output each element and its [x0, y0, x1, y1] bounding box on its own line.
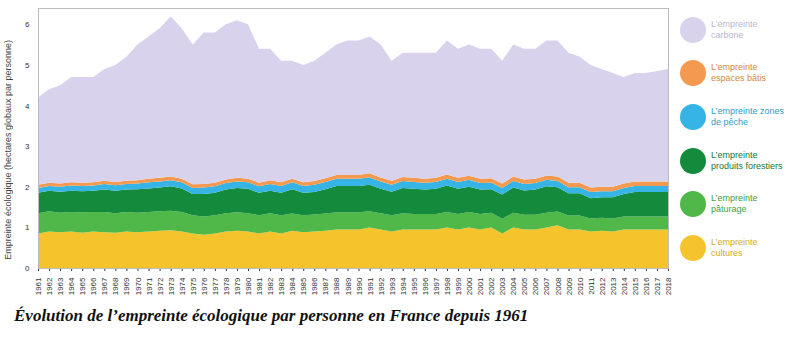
svg-text:2018: 2018: [664, 277, 673, 295]
svg-text:2006: 2006: [531, 277, 540, 295]
svg-text:1993: 1993: [388, 277, 397, 295]
svg-text:1995: 1995: [410, 277, 419, 295]
svg-text:1984: 1984: [288, 277, 297, 295]
svg-text:1965: 1965: [78, 277, 87, 295]
svg-text:0: 0: [25, 264, 30, 273]
svg-text:1989: 1989: [344, 277, 353, 295]
svg-text:1986: 1986: [310, 277, 319, 295]
svg-text:1975: 1975: [189, 277, 198, 295]
svg-text:1994: 1994: [399, 277, 408, 295]
svg-text:2013: 2013: [609, 277, 618, 295]
svg-text:1979: 1979: [233, 277, 242, 295]
svg-text:2003: 2003: [498, 277, 507, 295]
svg-text:6: 6: [25, 20, 30, 29]
svg-text:2005: 2005: [520, 277, 529, 295]
svg-text:2012: 2012: [598, 277, 607, 295]
svg-text:5: 5: [25, 61, 30, 70]
svg-text:2001: 2001: [476, 277, 485, 295]
svg-text:1996: 1996: [421, 277, 430, 295]
svg-text:1988: 1988: [332, 277, 341, 295]
svg-text:1971: 1971: [145, 277, 154, 295]
svg-text:1: 1: [25, 223, 30, 232]
svg-text:1987: 1987: [321, 277, 330, 295]
svg-text:1964: 1964: [67, 277, 76, 295]
svg-text:1982: 1982: [266, 277, 275, 295]
svg-text:1980: 1980: [244, 277, 253, 295]
svg-text:1977: 1977: [211, 277, 220, 295]
svg-text:1969: 1969: [122, 277, 131, 295]
svg-text:1963: 1963: [56, 277, 65, 295]
svg-text:4: 4: [25, 102, 30, 111]
svg-text:1990: 1990: [355, 277, 364, 295]
svg-text:1983: 1983: [277, 277, 286, 295]
svg-text:1991: 1991: [366, 277, 375, 295]
svg-text:1992: 1992: [377, 277, 386, 295]
svg-text:2000: 2000: [465, 277, 474, 295]
html-text:Évolution de l’empreinte écolo: Évolution de l’empreinte écologique par …: [14, 306, 529, 325]
svg-text:2010: 2010: [576, 277, 585, 295]
svg-text:1972: 1972: [156, 277, 165, 295]
svg-text:2014: 2014: [620, 277, 629, 295]
svg-text:1974: 1974: [178, 277, 187, 295]
svg-text:2: 2: [25, 183, 30, 192]
svg-text:2004: 2004: [509, 277, 518, 295]
html-text:L’empreinte espaces bâtis: L’empreinte espaces bâtis: [711, 62, 766, 84]
html-text:L’empreinte cultures: L’empreinte cultures: [711, 237, 758, 259]
svg-text:3: 3: [25, 142, 30, 151]
svg-text:1997: 1997: [432, 277, 441, 295]
svg-text:2015: 2015: [631, 277, 640, 295]
svg-text:2016: 2016: [642, 277, 651, 295]
svg-text:1968: 1968: [111, 277, 120, 295]
svg-text:1985: 1985: [299, 277, 308, 295]
svg-text:2008: 2008: [554, 277, 563, 295]
svg-text:2017: 2017: [653, 277, 662, 295]
svg-text:1962: 1962: [45, 277, 54, 295]
svg-text:1973: 1973: [167, 277, 176, 295]
svg-text:1966: 1966: [89, 277, 98, 295]
html-text:L’empreinte carbone: L’empreinte carbone: [711, 18, 758, 40]
html-text:L’empreinte zones de pêche: L’empreinte zones de pêche: [711, 106, 784, 128]
svg-text:2009: 2009: [565, 277, 574, 295]
svg-text:1999: 1999: [454, 277, 463, 295]
svg-text:1970: 1970: [134, 277, 143, 295]
svg-text:1981: 1981: [255, 277, 264, 295]
svg-text:1976: 1976: [200, 277, 209, 295]
svg-text:2002: 2002: [487, 277, 496, 295]
svg-text:2007: 2007: [542, 277, 551, 295]
svg-text:2011: 2011: [587, 277, 596, 295]
svg-text:1967: 1967: [100, 277, 109, 295]
html-text:Empreinte écologique (hectares: Empreinte écologique (hectares globaux p…: [3, 40, 13, 260]
svg-text:1998: 1998: [443, 277, 452, 295]
svg-text:1978: 1978: [222, 277, 231, 295]
html-text:L’empreinte produits forestier: L’empreinte produits forestiers: [711, 149, 783, 171]
html-text:L’empreinte pâturage: L’empreinte pâturage: [711, 193, 758, 215]
svg-text:1961: 1961: [34, 277, 43, 295]
